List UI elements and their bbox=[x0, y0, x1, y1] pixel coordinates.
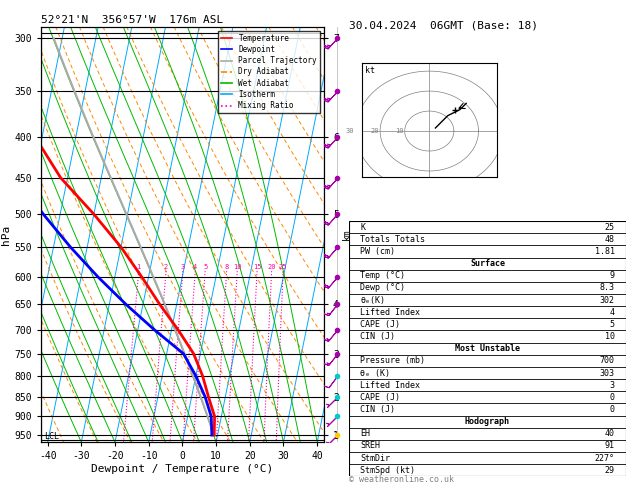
Text: 25: 25 bbox=[279, 264, 287, 270]
Text: 303: 303 bbox=[600, 368, 615, 378]
Text: 10: 10 bbox=[394, 128, 403, 134]
Text: 52°21'N  356°57'W  176m ASL: 52°21'N 356°57'W 176m ASL bbox=[41, 15, 223, 25]
Text: 20: 20 bbox=[267, 264, 276, 270]
Text: EH: EH bbox=[360, 429, 370, 438]
Text: 4: 4 bbox=[193, 264, 198, 270]
Text: © weatheronline.co.uk: © weatheronline.co.uk bbox=[349, 475, 454, 484]
Text: 15: 15 bbox=[253, 264, 261, 270]
Text: StmSpd (kt): StmSpd (kt) bbox=[360, 466, 415, 475]
Text: 4: 4 bbox=[610, 308, 615, 317]
Text: Surface: Surface bbox=[470, 259, 505, 268]
Text: Lifted Index: Lifted Index bbox=[360, 308, 420, 317]
Text: LCL: LCL bbox=[44, 433, 59, 441]
Y-axis label: hPa: hPa bbox=[1, 225, 11, 244]
Text: kt: kt bbox=[365, 66, 375, 75]
Text: CIN (J): CIN (J) bbox=[360, 405, 395, 414]
Text: 0: 0 bbox=[610, 405, 615, 414]
Text: 5: 5 bbox=[610, 320, 615, 329]
Text: Most Unstable: Most Unstable bbox=[455, 344, 520, 353]
Text: Hodograph: Hodograph bbox=[465, 417, 510, 426]
Text: StmDir: StmDir bbox=[360, 453, 390, 463]
Text: 48: 48 bbox=[605, 235, 615, 244]
Text: 20: 20 bbox=[370, 128, 379, 134]
Text: 5: 5 bbox=[203, 264, 207, 270]
Text: 30: 30 bbox=[345, 128, 354, 134]
Text: CAPE (J): CAPE (J) bbox=[360, 393, 400, 402]
Legend: Temperature, Dewpoint, Parcel Trajectory, Dry Adiabat, Wet Adiabat, Isotherm, Mi: Temperature, Dewpoint, Parcel Trajectory… bbox=[218, 31, 320, 113]
Text: 30.04.2024  06GMT (Base: 18): 30.04.2024 06GMT (Base: 18) bbox=[349, 20, 538, 31]
Text: 1: 1 bbox=[136, 264, 141, 270]
Text: 700: 700 bbox=[600, 356, 615, 365]
Text: 10: 10 bbox=[605, 332, 615, 341]
FancyBboxPatch shape bbox=[349, 221, 626, 476]
Text: Pressure (mb): Pressure (mb) bbox=[360, 356, 425, 365]
Text: 0: 0 bbox=[610, 393, 615, 402]
Text: CIN (J): CIN (J) bbox=[360, 332, 395, 341]
Text: K: K bbox=[360, 223, 365, 232]
Text: 29: 29 bbox=[605, 466, 615, 475]
Text: Dewp (°C): Dewp (°C) bbox=[360, 283, 405, 293]
Text: PW (cm): PW (cm) bbox=[360, 247, 395, 256]
Text: 40: 40 bbox=[605, 429, 615, 438]
Text: 10: 10 bbox=[233, 264, 242, 270]
Text: 25: 25 bbox=[605, 223, 615, 232]
Text: 8: 8 bbox=[225, 264, 229, 270]
Text: 91: 91 bbox=[605, 441, 615, 451]
Text: θₑ(K): θₑ(K) bbox=[360, 295, 385, 305]
X-axis label: Dewpoint / Temperature (°C): Dewpoint / Temperature (°C) bbox=[91, 464, 274, 474]
Text: 9: 9 bbox=[610, 271, 615, 280]
Text: Totals Totals: Totals Totals bbox=[360, 235, 425, 244]
Text: 8.3: 8.3 bbox=[600, 283, 615, 293]
Text: CAPE (J): CAPE (J) bbox=[360, 320, 400, 329]
Text: 302: 302 bbox=[600, 295, 615, 305]
Text: 1.81: 1.81 bbox=[595, 247, 615, 256]
Y-axis label: km
ASL: km ASL bbox=[342, 226, 363, 243]
Text: θₑ (K): θₑ (K) bbox=[360, 368, 390, 378]
Text: 227°: 227° bbox=[595, 453, 615, 463]
Text: 3: 3 bbox=[181, 264, 185, 270]
Text: 3: 3 bbox=[610, 381, 615, 390]
Text: Temp (°C): Temp (°C) bbox=[360, 271, 405, 280]
Text: SREH: SREH bbox=[360, 441, 380, 451]
Text: Lifted Index: Lifted Index bbox=[360, 381, 420, 390]
Text: 2: 2 bbox=[164, 264, 168, 270]
